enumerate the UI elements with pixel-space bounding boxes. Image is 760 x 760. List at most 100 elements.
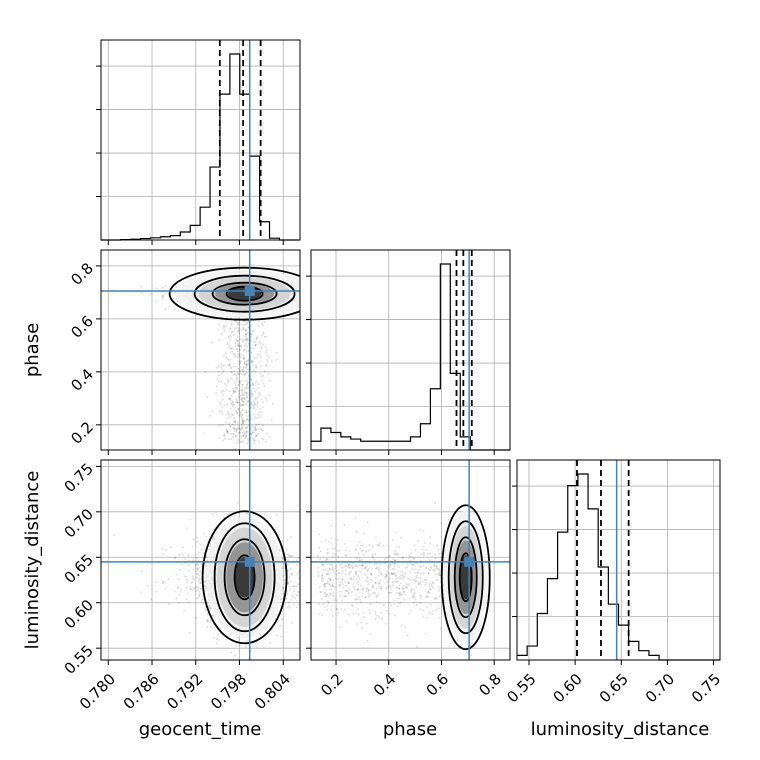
sample-point <box>247 400 249 403</box>
sample-point <box>239 356 242 359</box>
sample-point <box>233 427 236 429</box>
sample-point <box>244 317 247 320</box>
sample-point <box>268 393 271 396</box>
sample-point <box>246 322 248 325</box>
sample-point <box>225 413 228 416</box>
sample-point <box>240 396 243 399</box>
sample-point <box>230 433 232 436</box>
sample-point <box>261 334 264 337</box>
sample-point <box>232 390 235 392</box>
sample-point <box>242 366 244 369</box>
sample-point <box>235 378 238 381</box>
sample-point <box>221 413 224 416</box>
sample-point <box>255 397 258 400</box>
sample-point <box>216 378 219 381</box>
sample-point <box>231 387 234 390</box>
sample-point <box>234 354 237 357</box>
sample-point <box>238 370 241 373</box>
sample-point <box>263 320 266 323</box>
sample-point <box>238 396 241 399</box>
sample-point <box>239 411 242 414</box>
sample-point <box>225 421 228 424</box>
sample-point <box>239 323 242 326</box>
sample-point <box>238 440 241 443</box>
sample-point <box>266 358 269 361</box>
sample-point <box>260 322 263 325</box>
sample-point <box>265 364 268 367</box>
sample-point <box>238 401 241 404</box>
sample-point <box>237 384 240 387</box>
sample-point <box>253 406 256 408</box>
sample-point <box>235 374 238 377</box>
sample-point <box>237 408 240 411</box>
sample-point <box>230 370 233 373</box>
sample-point <box>240 427 243 429</box>
sample-point <box>232 352 235 355</box>
sample-point <box>242 356 245 359</box>
sample-point <box>257 392 260 395</box>
sample-point <box>265 364 268 366</box>
sample-point <box>223 432 226 435</box>
sample-point <box>261 429 264 432</box>
sample-point <box>243 338 246 341</box>
sample-point <box>226 429 229 432</box>
sample-point <box>242 357 245 360</box>
sample-point <box>150 292 152 295</box>
sample-point <box>234 373 237 376</box>
sample-point <box>226 343 229 346</box>
sample-point <box>240 398 243 401</box>
sample-point <box>231 350 234 353</box>
sample-point <box>240 434 243 437</box>
sample-point <box>217 380 220 383</box>
sample-point <box>238 427 241 430</box>
sample-point <box>141 292 143 295</box>
sample-point <box>229 425 232 428</box>
sample-point <box>254 343 257 346</box>
sample-point <box>234 406 237 409</box>
sample-point <box>263 385 266 388</box>
sample-point <box>209 414 212 417</box>
sample-point <box>238 345 241 347</box>
sample-point <box>245 364 248 367</box>
sample-point <box>258 393 261 396</box>
sample-point <box>254 426 256 429</box>
sample-point <box>225 428 228 431</box>
sample-point <box>233 327 236 329</box>
sample-point <box>237 330 240 333</box>
sample-point <box>253 369 256 371</box>
sample-point <box>222 327 225 330</box>
sample-point <box>176 300 179 302</box>
sample-point <box>245 426 248 429</box>
sample-point <box>252 404 255 407</box>
sample-point <box>260 411 263 413</box>
sample-point <box>267 356 270 359</box>
sample-point <box>218 410 221 413</box>
sample-point <box>245 403 248 406</box>
sample-point <box>251 360 254 363</box>
sample-point <box>250 392 253 395</box>
sample-point <box>229 348 232 351</box>
sample-point <box>234 365 237 368</box>
sample-point <box>218 338 221 341</box>
sample-point <box>161 286 164 289</box>
sample-point <box>243 434 246 437</box>
sample-point <box>254 343 257 346</box>
sample-point <box>244 323 247 326</box>
sample-point <box>256 406 259 409</box>
sample-point <box>220 410 223 413</box>
sample-point <box>230 413 233 416</box>
sample-point <box>173 309 176 311</box>
sample-point <box>236 411 239 414</box>
sample-point <box>242 373 245 376</box>
sample-point <box>264 396 267 399</box>
sample-point <box>204 370 207 373</box>
sample-point <box>229 367 232 370</box>
sample-point <box>232 373 235 376</box>
sample-point <box>237 352 240 355</box>
sample-point <box>240 389 243 392</box>
sample-point <box>236 410 239 413</box>
sample-point <box>241 391 243 394</box>
sample-point <box>257 432 260 435</box>
sample-point <box>164 308 167 311</box>
sample-point <box>241 419 244 422</box>
